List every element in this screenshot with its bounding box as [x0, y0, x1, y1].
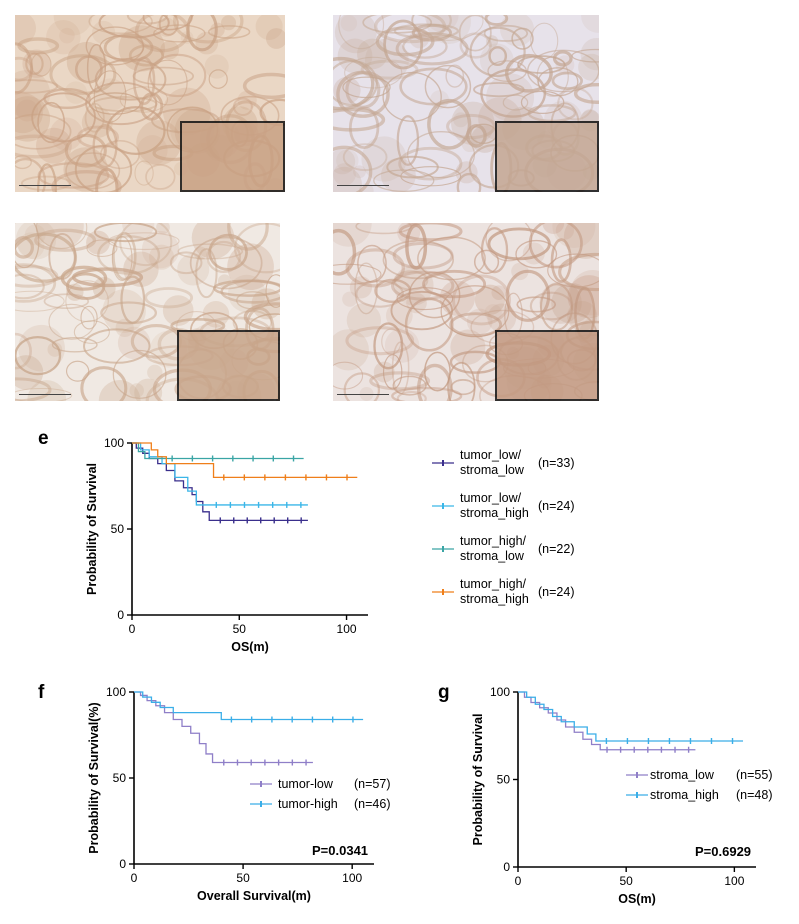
x-tick-label: 50 [236, 871, 250, 885]
y-tick-label: 0 [117, 608, 124, 622]
x-axis-label: OS(m) [231, 640, 269, 654]
histology-image-c [15, 223, 280, 401]
p-value: P=0.6929 [695, 844, 751, 859]
panel-label-e: e [38, 428, 49, 449]
histology-image-b [333, 15, 599, 192]
y-tick-label: 50 [111, 522, 125, 536]
series-line [518, 691, 744, 742]
legend-label: stroma_high [460, 506, 529, 520]
series-line [132, 442, 358, 479]
legend-label: tumor_low/ [460, 491, 522, 505]
histology-inset [495, 330, 599, 401]
legend-label: stroma_low [460, 549, 525, 563]
legend-label: tumor_high/ [460, 534, 527, 548]
legend-count: (n=24) [538, 585, 574, 599]
legend-label: tumor-low [278, 777, 334, 791]
x-tick-label: 0 [129, 622, 136, 636]
y-tick-label: 100 [490, 685, 510, 699]
x-tick-label: 100 [724, 874, 744, 888]
legend-count: (n=24) [538, 499, 574, 513]
legend-label: stroma_high [460, 592, 529, 606]
legend-count: (n=22) [538, 542, 574, 556]
x-tick-label: 50 [233, 622, 247, 636]
y-tick-label: 0 [503, 860, 510, 874]
x-axis-label: Overall Survival(m) [197, 889, 311, 903]
legend-count: (n=46) [354, 797, 390, 811]
series-line [132, 442, 308, 522]
x-tick-label: 0 [515, 874, 522, 888]
histology-texture [15, 223, 280, 401]
legend-count: (n=33) [538, 456, 574, 470]
x-tick-label: 100 [337, 622, 357, 636]
legend-count: (n=55) [736, 768, 772, 782]
y-tick-label: 50 [113, 771, 127, 785]
scale-bar [19, 185, 71, 190]
y-tick-label: 50 [497, 773, 511, 787]
legend-label: tumor_high/ [460, 577, 527, 591]
legend-label: stroma_low [650, 768, 715, 782]
scale-bar [19, 394, 71, 399]
histology-inset [177, 330, 280, 401]
y-tick-label: 100 [104, 436, 124, 450]
legend-count: (n=57) [354, 777, 390, 791]
series-line [134, 691, 313, 764]
legend-label: stroma_low [460, 463, 525, 477]
y-tick-label: 100 [106, 685, 126, 699]
histology-image-a [15, 15, 285, 192]
x-tick-label: 50 [620, 874, 634, 888]
legend-count: (n=48) [736, 788, 772, 802]
p-value: P=0.0341 [312, 843, 368, 858]
panel-label-f: f [38, 682, 45, 703]
legend-label: tumor-high [278, 797, 338, 811]
survival-chart-g: 0 50 100 0 50 100 OS(m) Probability of Survival… [471, 685, 772, 906]
series-line [132, 442, 304, 460]
x-tick-label: 100 [342, 871, 362, 885]
x-axis-label: OS(m) [618, 892, 656, 906]
y-axis-label: Probability of Survival [471, 714, 485, 846]
histology-inset [495, 121, 599, 192]
legend-label: stroma_high [650, 788, 719, 802]
histology-inset [180, 121, 285, 192]
series-line [134, 691, 364, 721]
x-tick-label: 0 [131, 871, 138, 885]
panel-label-g: g [438, 682, 450, 703]
y-axis-label: Probability of Survival [85, 463, 99, 595]
legend-label: tumor_low/ [460, 448, 522, 462]
scale-bar [337, 185, 389, 190]
y-axis-label: Probability of Survival(%) [87, 702, 101, 853]
y-tick-label: 0 [119, 857, 126, 871]
survival-chart-e: 0 50 100 0 50 100 OS(m) Probability of Survival… [85, 436, 574, 654]
histology-image-d [333, 223, 599, 401]
scale-bar [337, 394, 389, 399]
survival-chart-f: 0 50 100 0 50 100 Overall Survival(m) Probabili… [87, 685, 390, 903]
